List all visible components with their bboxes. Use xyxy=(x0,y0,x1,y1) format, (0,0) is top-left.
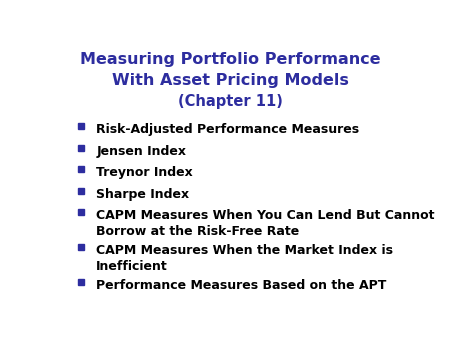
Text: CAPM Measures When the Market Index is
Inefficient: CAPM Measures When the Market Index is I… xyxy=(96,244,393,273)
Text: With Asset Pricing Models: With Asset Pricing Models xyxy=(112,73,349,88)
Text: Measuring Portfolio Performance: Measuring Portfolio Performance xyxy=(80,52,381,67)
Text: Treynor Index: Treynor Index xyxy=(96,166,193,179)
Text: (Chapter 11): (Chapter 11) xyxy=(178,94,283,109)
Text: Sharpe Index: Sharpe Index xyxy=(96,188,189,201)
Text: Risk-Adjusted Performance Measures: Risk-Adjusted Performance Measures xyxy=(96,123,360,136)
Text: Performance Measures Based on the APT: Performance Measures Based on the APT xyxy=(96,279,387,292)
Text: CAPM Measures When You Can Lend But Cannot
Borrow at the Risk-Free Rate: CAPM Measures When You Can Lend But Cann… xyxy=(96,209,435,238)
Text: Jensen Index: Jensen Index xyxy=(96,145,186,158)
